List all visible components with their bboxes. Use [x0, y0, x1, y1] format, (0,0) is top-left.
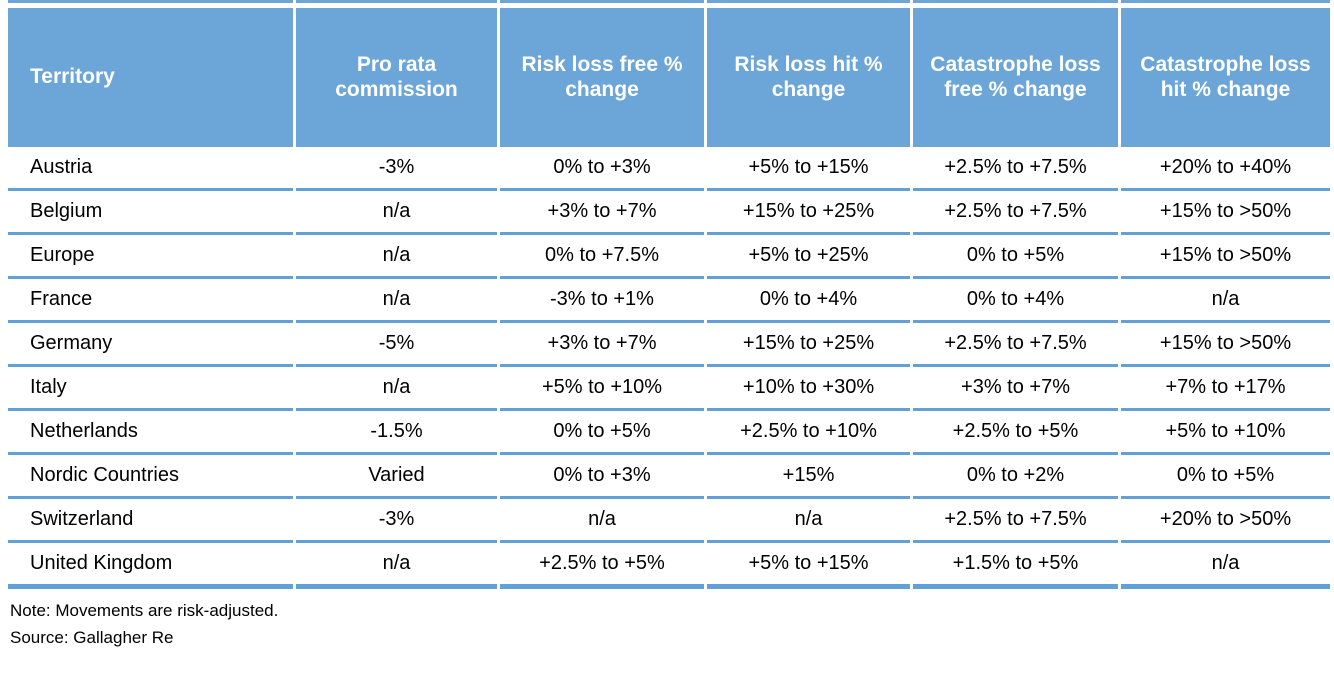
value-cell: +2.5% to +7.5%	[913, 191, 1118, 235]
top-accent-segment	[8, 0, 293, 3]
value-cell: Varied	[296, 455, 497, 499]
territory-cell: Netherlands	[8, 411, 293, 455]
value-cell: +2.5% to +5%	[913, 411, 1118, 455]
value-cell: +3% to +7%	[500, 323, 704, 367]
value-cell: n/a	[296, 367, 497, 411]
top-accent-segment	[500, 0, 704, 3]
value-cell: +5% to +25%	[707, 235, 910, 279]
territory-cell: Austria	[8, 147, 293, 191]
table-row: Austria -3% 0% to +3% +5% to +15% +2.5% …	[8, 147, 1330, 191]
table-row: Germany -5% +3% to +7% +15% to +25% +2.5…	[8, 323, 1330, 367]
col-header-cat-loss-hit: Catastrophe loss hit % change	[1121, 8, 1330, 147]
table-row: United Kingdom n/a +2.5% to +5% +5% to +…	[8, 543, 1330, 589]
table-header-row: Territory Pro rata commission Risk loss …	[8, 8, 1330, 147]
value-cell: -3%	[296, 147, 497, 191]
table-row: Europe n/a 0% to +7.5% +5% to +25% 0% to…	[8, 235, 1330, 279]
col-header-risk-loss-free: Risk loss free % change	[500, 8, 704, 147]
note-text: Note: Movements are risk-adjusted.	[10, 601, 279, 620]
top-accent-segment	[913, 0, 1118, 3]
value-cell: n/a	[296, 279, 497, 323]
territory-cell: France	[8, 279, 293, 323]
value-cell: 0% to +4%	[707, 279, 910, 323]
value-cell: +2.5% to +7.5%	[913, 323, 1118, 367]
top-accent-segment	[707, 0, 910, 3]
value-cell: n/a	[707, 499, 910, 543]
value-cell: 0% to +2%	[913, 455, 1118, 499]
value-cell: +15% to >50%	[1121, 235, 1330, 279]
territory-cell: Europe	[8, 235, 293, 279]
value-cell: +2.5% to +10%	[707, 411, 910, 455]
top-accent-segment	[1121, 0, 1330, 3]
table-row: France n/a -3% to +1% 0% to +4% 0% to +4…	[8, 279, 1330, 323]
value-cell: +2.5% to +5%	[500, 543, 704, 589]
value-cell: +5% to +15%	[707, 543, 910, 589]
table-row: Switzerland -3% n/a n/a +2.5% to +7.5% +…	[8, 499, 1330, 543]
territory-cell: Italy	[8, 367, 293, 411]
value-cell: n/a	[1121, 279, 1330, 323]
value-cell: +20% to >50%	[1121, 499, 1330, 543]
table-row: Netherlands -1.5% 0% to +5% +2.5% to +10…	[8, 411, 1330, 455]
value-cell: n/a	[1121, 543, 1330, 589]
value-cell: 0% to +5%	[1121, 455, 1330, 499]
value-cell: +7% to +17%	[1121, 367, 1330, 411]
col-header-risk-loss-hit: Risk loss hit % change	[707, 8, 910, 147]
value-cell: +3% to +7%	[913, 367, 1118, 411]
table-footer: Note: Movements are risk-adjusted. Sourc…	[10, 597, 1334, 651]
col-header-cat-loss-free: Catastrophe loss free % change	[913, 8, 1118, 147]
rate-movements-table: Territory Pro rata commission Risk loss …	[8, 0, 1334, 651]
value-cell: -5%	[296, 323, 497, 367]
col-header-pro-rata-commission: Pro rata commission	[296, 8, 497, 147]
value-cell: +15%	[707, 455, 910, 499]
value-cell: +10% to +30%	[707, 367, 910, 411]
value-cell: n/a	[296, 235, 497, 279]
value-cell: +20% to +40%	[1121, 147, 1330, 191]
value-cell: +2.5% to +7.5%	[913, 147, 1118, 191]
value-cell: -3% to +1%	[500, 279, 704, 323]
value-cell: +5% to +10%	[1121, 411, 1330, 455]
value-cell: -3%	[296, 499, 497, 543]
value-cell: 0% to +3%	[500, 147, 704, 191]
top-accent-segment	[296, 0, 497, 3]
source-text: Source: Gallagher Re	[10, 628, 174, 647]
value-cell: +15% to +25%	[707, 191, 910, 235]
top-accent-line	[8, 0, 1330, 3]
value-cell: n/a	[296, 543, 497, 589]
value-cell: -1.5%	[296, 411, 497, 455]
table-row: Belgium n/a +3% to +7% +15% to +25% +2.5…	[8, 191, 1330, 235]
value-cell: +5% to +10%	[500, 367, 704, 411]
value-cell: +15% to >50%	[1121, 191, 1330, 235]
table-row: Italy n/a +5% to +10% +10% to +30% +3% t…	[8, 367, 1330, 411]
table-row: Nordic Countries Varied 0% to +3% +15% 0…	[8, 455, 1330, 499]
value-cell: 0% to +3%	[500, 455, 704, 499]
value-cell: +2.5% to +7.5%	[913, 499, 1118, 543]
value-cell: +1.5% to +5%	[913, 543, 1118, 589]
territory-cell: Nordic Countries	[8, 455, 293, 499]
value-cell: 0% to +7.5%	[500, 235, 704, 279]
value-cell: +15% to +25%	[707, 323, 910, 367]
value-cell: +15% to >50%	[1121, 323, 1330, 367]
value-cell: 0% to +5%	[913, 235, 1118, 279]
territory-cell: Belgium	[8, 191, 293, 235]
col-header-territory: Territory	[8, 8, 293, 147]
value-cell: 0% to +5%	[500, 411, 704, 455]
territory-cell: Switzerland	[8, 499, 293, 543]
territory-cell: Germany	[8, 323, 293, 367]
value-cell: n/a	[296, 191, 497, 235]
value-cell: +3% to +7%	[500, 191, 704, 235]
value-cell: +5% to +15%	[707, 147, 910, 191]
territory-cell: United Kingdom	[8, 543, 293, 589]
value-cell: 0% to +4%	[913, 279, 1118, 323]
value-cell: n/a	[500, 499, 704, 543]
